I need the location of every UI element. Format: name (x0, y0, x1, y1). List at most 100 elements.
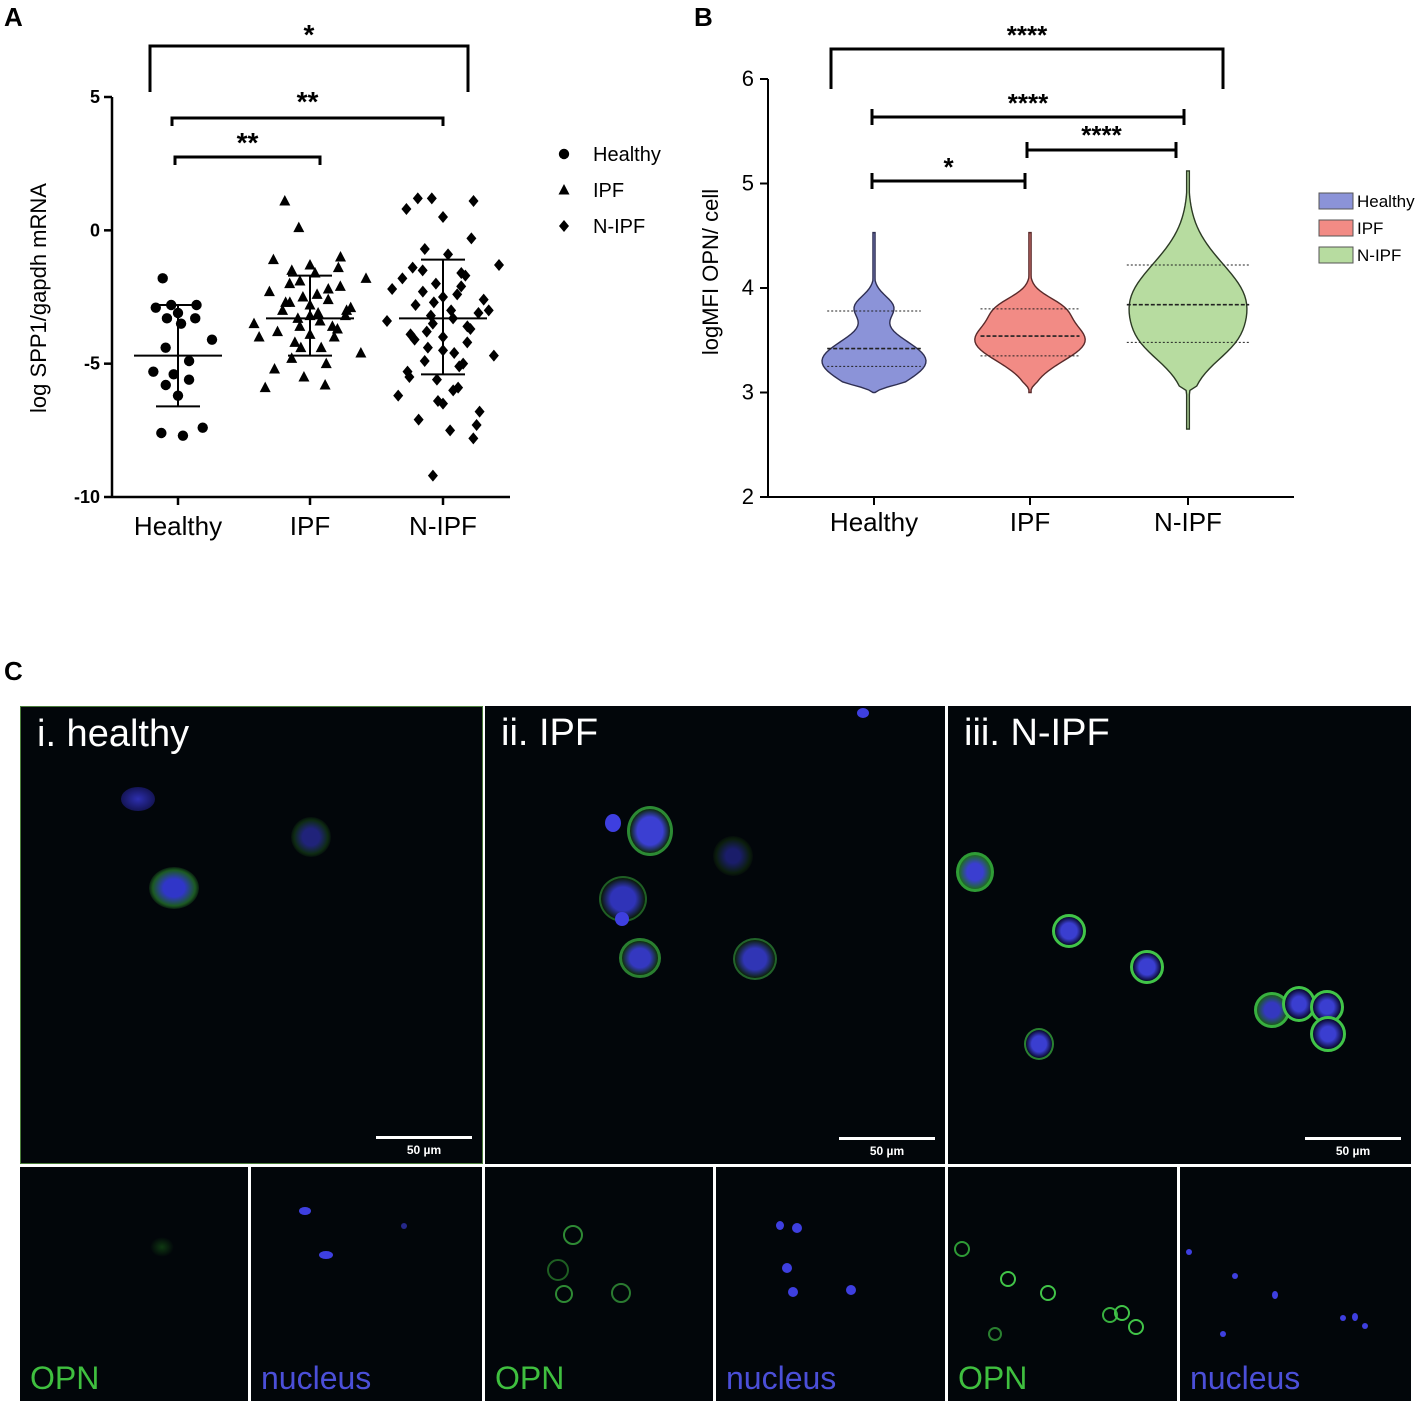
nucleus (1272, 1291, 1278, 1299)
nucleus (1362, 1323, 1368, 1329)
nucleus (615, 912, 629, 926)
data-point (322, 293, 334, 305)
data-point (483, 304, 494, 317)
data-point (422, 341, 433, 354)
data-point (478, 293, 489, 306)
cell (713, 836, 753, 876)
data-point (272, 325, 284, 337)
data-point (286, 264, 298, 275)
cell (988, 1327, 1002, 1341)
cell (149, 867, 199, 909)
legend-label: N-IPF (1357, 246, 1401, 265)
data-point (473, 307, 484, 319)
channel-image-opn: OPN (485, 1167, 713, 1401)
data-point (168, 369, 179, 380)
significance-bracket (1025, 142, 1178, 158)
data-point (259, 381, 271, 393)
y-tick-label: 5 (90, 87, 100, 107)
data-point (331, 323, 343, 334)
data-point (334, 280, 346, 291)
significance-label: **** (1081, 120, 1122, 150)
data-point (449, 347, 460, 359)
data-point (421, 325, 432, 338)
panel-label-c: C (4, 656, 23, 686)
data-point (474, 405, 485, 418)
data-point (294, 320, 306, 331)
data-point (417, 285, 428, 298)
data-point (248, 317, 260, 329)
significance-label: ** (237, 127, 259, 158)
nucleus (782, 1263, 792, 1273)
cell (150, 1237, 174, 1257)
nucleus (792, 1223, 802, 1233)
cell (291, 817, 331, 857)
nucleus (776, 1221, 784, 1230)
data-point (160, 379, 171, 391)
x-tick-label: Healthy (830, 507, 918, 537)
data-point (382, 315, 392, 327)
data-point (443, 248, 454, 261)
legend-swatch (1318, 246, 1354, 264)
significance-label: ** (297, 86, 319, 117)
cell (1000, 1271, 1016, 1287)
data-point (427, 317, 438, 330)
channel-image-nucleus: nucleus (1180, 1167, 1411, 1401)
cell (563, 1225, 583, 1245)
x-tick-label: IPF (1010, 507, 1050, 537)
legend-label: IPF (593, 180, 624, 202)
data-point (360, 272, 372, 283)
significance-label: **** (1008, 88, 1049, 118)
nucleus (1186, 1249, 1192, 1255)
channel-label: OPN (958, 1360, 1028, 1396)
cell (1114, 1305, 1130, 1321)
data-point (156, 427, 167, 439)
data-point (315, 341, 327, 353)
data-point (407, 261, 418, 274)
micrograph-ipf: ii. IPF 50 µm (485, 706, 945, 1164)
x-tick-label: N-IPF (1154, 507, 1222, 537)
cell (733, 938, 777, 980)
cell (1130, 950, 1164, 984)
data-point (286, 352, 298, 363)
nucleus (846, 1285, 856, 1295)
nucleus (319, 1251, 333, 1259)
data-point (468, 432, 479, 445)
significance-bracket (870, 173, 1027, 189)
panel-label-b: B (694, 2, 713, 32)
data-point (284, 277, 296, 289)
data-point (466, 232, 477, 245)
significance-bracket (829, 47, 1225, 89)
data-point (417, 264, 428, 277)
cell (1040, 1285, 1056, 1301)
cell (956, 852, 994, 892)
data-point (294, 275, 306, 286)
data-point (332, 261, 344, 273)
channel-label: nucleus (1190, 1360, 1301, 1396)
data-point (319, 379, 331, 390)
data-point (197, 422, 208, 433)
y-tick-label: 0 (90, 220, 100, 240)
data-point (206, 334, 218, 345)
cell (627, 806, 673, 856)
channel-label: nucleus (726, 1360, 837, 1396)
micrograph-title: ii. IPF (501, 712, 599, 754)
significance-bracket (870, 109, 1186, 125)
nucleus (1352, 1313, 1358, 1321)
data-point (190, 313, 201, 324)
data-point (160, 342, 171, 353)
data-point (387, 283, 398, 295)
chart-a-y-axis-label: log SPP1/gapdh mRNA (26, 183, 51, 413)
data-point (304, 259, 316, 270)
data-point (177, 430, 189, 441)
legend-label: N-IPF (593, 216, 645, 238)
nucleus (1220, 1331, 1226, 1337)
data-point (277, 304, 289, 315)
y-tick-label: -10 (74, 487, 100, 507)
significance-bracket (170, 116, 445, 126)
data-point (293, 221, 305, 233)
data-point (462, 320, 473, 333)
data-point (295, 341, 307, 353)
data-point (314, 315, 326, 326)
micrograph-title: i. healthy (37, 713, 190, 755)
legend-label: Healthy (593, 144, 661, 166)
